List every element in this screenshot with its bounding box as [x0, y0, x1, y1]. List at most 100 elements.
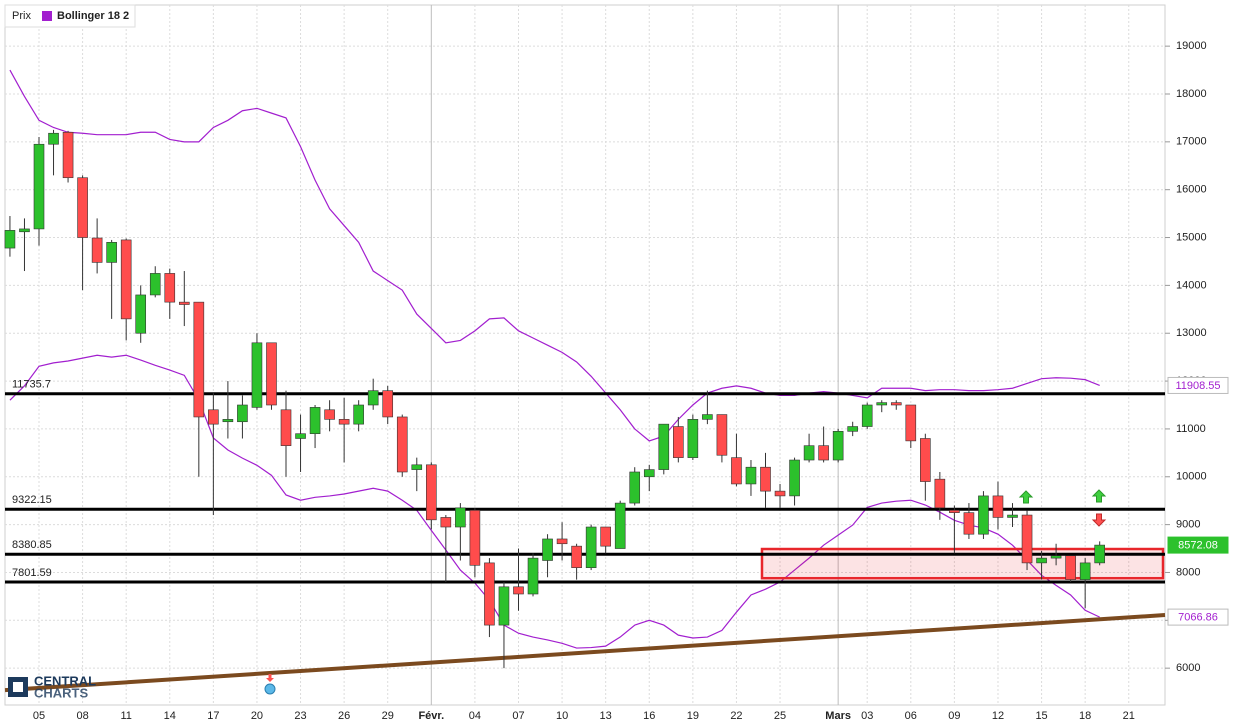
candle-body: [280, 409, 292, 446]
logo-text: CENTRAL: [34, 673, 96, 688]
candle-body: [847, 426, 858, 432]
candle-body: [353, 404, 364, 425]
candle-body: [62, 131, 74, 179]
candle-body: [106, 242, 117, 263]
candle-body: [1036, 557, 1047, 564]
candle-body: [774, 490, 786, 497]
candle-body: [266, 342, 277, 406]
level-label: 7801.59: [12, 567, 52, 579]
candle-body: [1079, 562, 1091, 580]
candle-body: [934, 478, 946, 509]
candle-body: [1021, 514, 1033, 564]
candle-body: [745, 466, 757, 485]
x-tick-label: 17: [207, 710, 219, 722]
x-tick-label: 07: [512, 710, 524, 722]
candle-body: [890, 402, 902, 406]
x-tick-label: 11: [120, 710, 131, 722]
candle-body: [527, 557, 539, 595]
candle-body: [702, 414, 713, 420]
candle-body: [382, 390, 394, 418]
legend-box: [4, 4, 136, 28]
x-tick-label: 14: [164, 710, 176, 722]
event-arrow: [266, 674, 274, 682]
candle-body: [295, 433, 306, 439]
logo-text: CHARTS: [34, 685, 88, 700]
x-tick-label: 20: [251, 710, 263, 722]
candle-body: [949, 509, 960, 513]
candle-body: [1065, 555, 1076, 580]
candle-body: [992, 495, 1004, 518]
bollinger-lower: [9, 354, 1100, 649]
candle-body: [469, 509, 481, 566]
x-tick-label: 29: [382, 710, 394, 722]
y-tick-label: 15000: [1176, 231, 1207, 243]
candle-body: [687, 419, 699, 458]
x-tick-label: 12: [992, 710, 1004, 722]
x-tick-label: 08: [76, 710, 88, 722]
level-label: 8380.85: [12, 539, 52, 551]
legend-label: Bollinger 18 2: [57, 10, 129, 22]
candle-body: [818, 445, 829, 461]
candle-body: [455, 507, 466, 528]
signal-down: [1091, 513, 1107, 527]
legend-label: Prix: [12, 10, 31, 22]
candle-body: [876, 402, 888, 406]
last-value-label: 8572.08: [1178, 539, 1218, 551]
candle-body: [832, 431, 844, 461]
candle-body: [861, 404, 873, 427]
x-tick-label: 25: [774, 710, 786, 722]
candle-body: [571, 545, 582, 568]
y-tick-label: 17000: [1176, 136, 1207, 148]
y-tick-label: 13000: [1176, 327, 1207, 339]
candle-body: [600, 526, 611, 547]
last-value-box: [1167, 608, 1229, 626]
candle-body: [498, 586, 510, 626]
y-tick-label: 11000: [1176, 423, 1206, 435]
bollinger-upper: [9, 69, 1100, 442]
x-tick-label: 16: [643, 710, 655, 722]
candle-body: [19, 228, 30, 233]
candle-body: [338, 419, 350, 425]
x-tick-label: 19: [687, 710, 699, 722]
x-tick-label: 18: [1079, 710, 1091, 722]
level-label: 9322.15: [12, 494, 52, 506]
candle-body: [48, 132, 59, 145]
x-tick-label: 10: [556, 710, 568, 722]
y-tick-label: 14000: [1176, 279, 1207, 291]
x-tick-label: 22: [730, 710, 742, 722]
candle-body: [91, 237, 103, 263]
last-value-label: 7066.86: [1178, 612, 1218, 624]
candle-body: [542, 538, 553, 561]
watermark: CENTRAL CHARTS: [8, 673, 96, 700]
legend-swatch: [42, 11, 52, 21]
candle-body: [803, 445, 815, 461]
candle-body: [426, 464, 437, 521]
candle-body: [208, 409, 219, 425]
event-marker: [264, 683, 276, 695]
candle-body: [484, 562, 495, 626]
y-tick-label: 6000: [1176, 662, 1200, 674]
trendline: [4, 613, 1166, 693]
y-tick-label: 18000: [1176, 88, 1207, 100]
candle-body: [149, 273, 161, 296]
candle-body: [396, 416, 408, 473]
candle-body: [978, 495, 989, 535]
candle-body: [1094, 544, 1105, 564]
candle-body: [411, 464, 423, 470]
y-tick-label: 10000: [1176, 471, 1207, 483]
candle-body: [629, 471, 641, 504]
x-tick-label: 09: [948, 710, 960, 722]
candle-body: [673, 426, 684, 458]
candle-body: [179, 301, 190, 305]
candle-body: [309, 407, 321, 435]
y-tick-label: 9000: [1176, 519, 1200, 531]
y-tick-label: 8000: [1176, 566, 1200, 578]
candle-body: [440, 517, 452, 528]
candle-body: [963, 512, 975, 535]
legend: Prix Bollinger 18 2: [4, 4, 136, 28]
candle-body: [556, 538, 568, 545]
candle-body: [193, 301, 205, 418]
candle-body: [731, 457, 742, 485]
x-tick-label: 03: [861, 710, 873, 722]
